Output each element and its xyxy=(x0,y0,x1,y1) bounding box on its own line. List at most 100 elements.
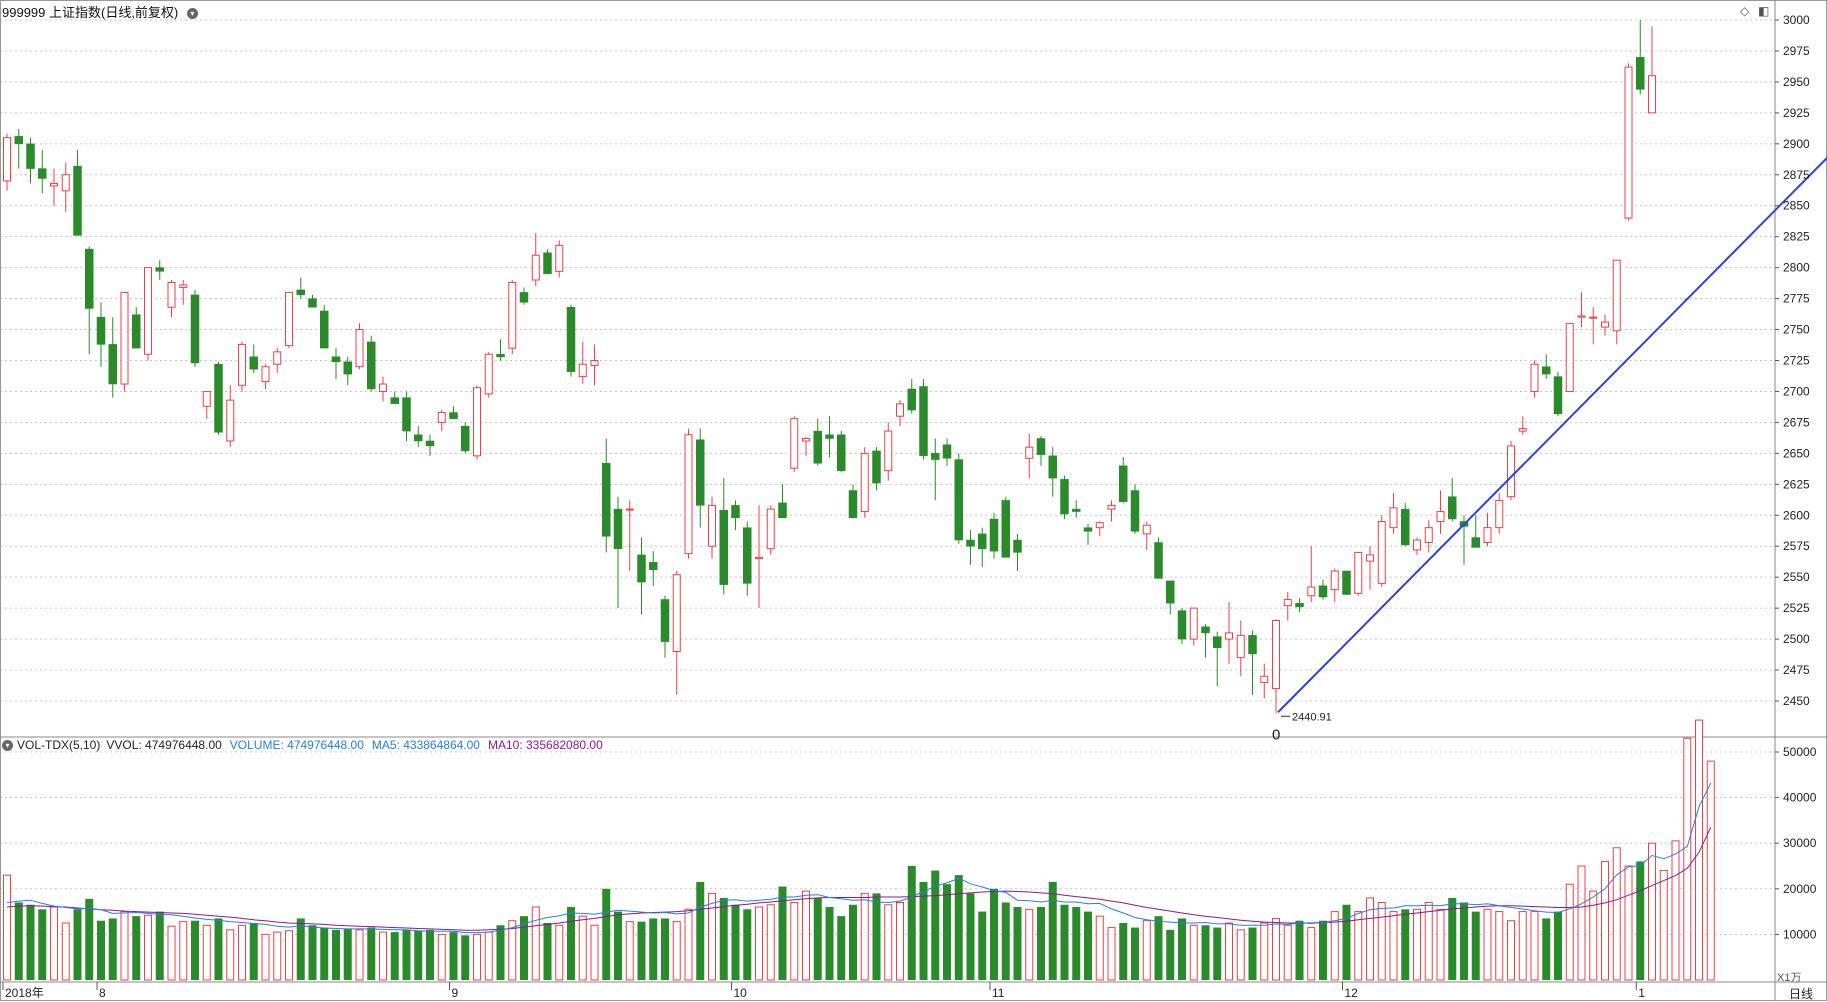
candle-down xyxy=(390,391,399,405)
time-tick-label: 11 xyxy=(992,986,1005,1000)
chart-title-text: 999999 上证指数(日线,前复权) xyxy=(2,5,179,20)
volume-bar-up xyxy=(1706,760,1715,981)
candle-body xyxy=(755,556,763,560)
volume-bar-up xyxy=(1189,924,1198,981)
candle-body xyxy=(1072,508,1081,512)
candle-up xyxy=(555,240,564,278)
volume-bar-down xyxy=(567,907,575,980)
candle-up xyxy=(1377,515,1386,588)
volume-header: ▾ VOL-TDX(5,10) VVOL: 474976448.00 VOLUME: … xyxy=(2,738,611,752)
volume-bar-down xyxy=(1001,902,1010,980)
candle-down xyxy=(519,287,529,305)
candle-body xyxy=(825,434,834,439)
candle-down xyxy=(602,438,611,553)
volume-bar-down xyxy=(872,893,881,980)
volume-bar-down xyxy=(496,925,505,980)
volume-bar-down xyxy=(990,888,998,980)
volume-bar-up xyxy=(1236,929,1245,981)
candle-down xyxy=(743,521,752,596)
candle-down xyxy=(425,434,435,456)
price-tick-label: 2650 xyxy=(1783,446,1810,460)
candle-body xyxy=(696,439,705,506)
candle-body xyxy=(1225,632,1233,640)
panel-toggle-icon[interactable]: ◧ xyxy=(1758,4,1770,18)
candle-down xyxy=(73,150,82,236)
candle-body xyxy=(1318,585,1328,598)
candle-down xyxy=(1401,502,1410,547)
vvol-value: VVOL: 474976448.00 xyxy=(106,738,222,752)
volume-tick-label: 10000 xyxy=(1783,927,1817,941)
candle-down xyxy=(214,361,223,435)
candle-body xyxy=(425,440,435,447)
volume-ma-lines xyxy=(6,782,1712,934)
candle-up xyxy=(802,437,810,456)
candle-body xyxy=(1483,527,1492,544)
volume-bar-up xyxy=(766,904,775,981)
candle-up xyxy=(672,570,681,695)
candle-body xyxy=(3,137,11,182)
volume-bar-down xyxy=(1554,911,1562,980)
candle-body xyxy=(1048,455,1057,479)
volume-grid xyxy=(0,751,1775,935)
candle-body xyxy=(238,343,246,386)
price-tick-label: 2675 xyxy=(1783,415,1810,429)
chevron-down-circle-icon[interactable]: ▾ xyxy=(186,8,198,20)
volume-bar-down xyxy=(919,881,928,980)
candle-body xyxy=(1213,636,1222,649)
candle-body xyxy=(802,438,810,442)
candle-up xyxy=(1260,663,1269,699)
volume-bar-up xyxy=(1648,842,1656,981)
volume-bar-down xyxy=(1401,909,1410,980)
candle-up xyxy=(1225,601,1233,664)
candle-up xyxy=(508,280,517,355)
candle-body xyxy=(1142,524,1151,535)
candle-body xyxy=(989,518,999,552)
candle-up xyxy=(61,162,70,212)
volume-bar-up xyxy=(625,921,634,981)
candle-body xyxy=(1201,626,1210,634)
candle-up xyxy=(226,385,235,448)
volume-bar-up xyxy=(61,922,70,981)
volume-bar-up xyxy=(1413,908,1421,981)
volume-toggle-icon[interactable]: ▾ xyxy=(2,740,13,752)
volume-bar-down xyxy=(978,911,987,980)
diamond-icon[interactable]: ◇ xyxy=(1740,4,1750,18)
candle-body xyxy=(473,387,481,457)
volume-bar-up xyxy=(1095,915,1104,981)
candle-body xyxy=(1589,316,1598,319)
candle-up xyxy=(1612,259,1621,345)
candle-up xyxy=(1272,619,1280,714)
ma10-line xyxy=(6,826,1712,931)
volume-bar-down xyxy=(214,918,223,980)
volume-bar-up xyxy=(1659,870,1668,981)
candle-down xyxy=(637,537,646,615)
candle-body xyxy=(390,397,399,405)
volume-bar-down xyxy=(1201,925,1210,980)
candle-body xyxy=(1624,66,1633,219)
volume-bar-down xyxy=(813,897,822,980)
candle-down xyxy=(1636,20,1645,95)
candle-body xyxy=(1107,504,1116,510)
candle-body xyxy=(1307,586,1316,597)
candle-body xyxy=(1507,445,1515,498)
candle-body xyxy=(402,397,411,432)
candle-down xyxy=(566,304,576,377)
volume-bar-down xyxy=(837,916,846,980)
period-label[interactable]: 日线 xyxy=(1789,987,1814,1001)
volume-bar-down xyxy=(249,923,258,980)
volume-bar-down xyxy=(343,928,352,980)
candle-body xyxy=(1401,508,1410,546)
candle-body xyxy=(1636,56,1645,90)
candle-body xyxy=(684,434,693,555)
candle-down xyxy=(543,249,552,275)
candle-up xyxy=(1366,546,1374,590)
candle-body xyxy=(214,363,223,433)
trendline[interactable] xyxy=(1277,23,1827,713)
volume-bar-up xyxy=(1377,901,1386,981)
candle-body xyxy=(1283,598,1292,607)
candle-down xyxy=(1201,624,1210,658)
volume-bar-up xyxy=(273,931,282,981)
candle-body xyxy=(202,390,211,407)
candle-body xyxy=(508,281,517,349)
